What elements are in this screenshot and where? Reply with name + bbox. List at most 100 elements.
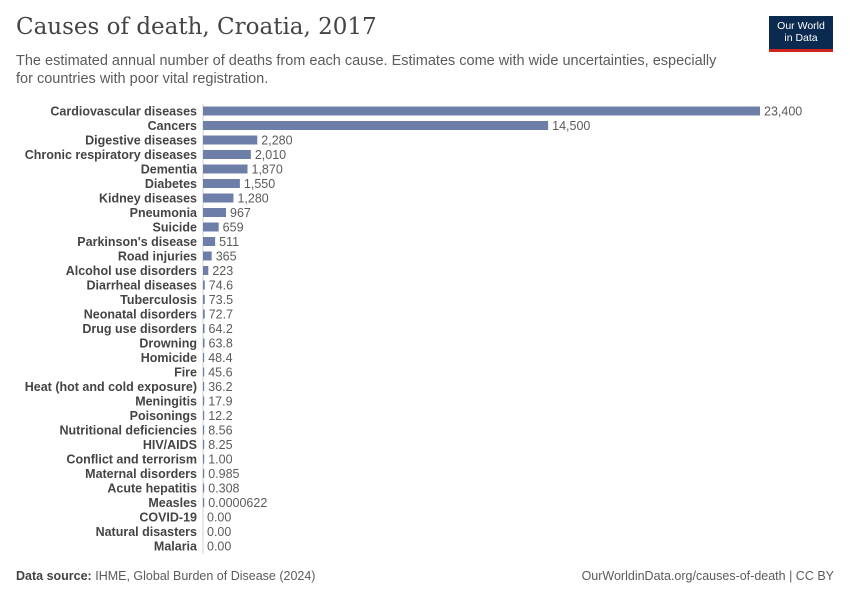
category-label: Digestive diseases bbox=[85, 134, 197, 148]
category-label: Road injuries bbox=[118, 250, 197, 264]
category-label: Cardiovascular diseases bbox=[50, 105, 197, 119]
bar[interactable] bbox=[203, 237, 216, 246]
category-label: Drug use disorders bbox=[82, 322, 197, 336]
bar[interactable] bbox=[203, 440, 205, 449]
bar[interactable] bbox=[203, 396, 205, 406]
value-label: 0.0000622 bbox=[208, 496, 267, 510]
bar[interactable] bbox=[203, 179, 240, 188]
chart-title: Causes of death, Croatia, 2017 bbox=[16, 14, 377, 40]
value-label: 511 bbox=[219, 235, 239, 249]
bar[interactable] bbox=[203, 309, 205, 319]
category-label: Dementia bbox=[141, 163, 198, 177]
value-label: 0.00 bbox=[207, 525, 231, 539]
value-label: 1.00 bbox=[208, 453, 232, 467]
bar-chart: Cardiovascular diseases 23,400 Cancers 14,5… bbox=[25, 104, 802, 554]
bar[interactable] bbox=[203, 251, 212, 261]
chart-subtitle: The estimated annual number of deaths fr… bbox=[16, 53, 717, 87]
bar[interactable] bbox=[203, 324, 205, 333]
category-label: Malaria bbox=[154, 540, 198, 554]
value-label: 365 bbox=[216, 250, 237, 264]
data-source-label: Data source: bbox=[16, 569, 92, 583]
category-label: Neonatal disorders bbox=[84, 308, 197, 322]
category-label: Maternal disorders bbox=[85, 467, 197, 481]
category-label: Chronic respiratory diseases bbox=[25, 148, 197, 162]
category-label: Nutritional deficiencies bbox=[59, 424, 197, 438]
bar[interactable] bbox=[203, 483, 205, 493]
bar[interactable] bbox=[203, 106, 760, 116]
bar[interactable] bbox=[203, 295, 205, 304]
owid-logo[interactable]: Our World in Data bbox=[769, 16, 833, 52]
value-label: 72.7 bbox=[209, 308, 233, 322]
category-label: Drowning bbox=[139, 337, 197, 351]
bar[interactable] bbox=[203, 193, 234, 203]
bar[interactable] bbox=[203, 498, 205, 507]
logo-line-1: Our World bbox=[777, 20, 825, 32]
value-label: 223 bbox=[212, 264, 233, 278]
category-label: Meningitis bbox=[135, 395, 197, 409]
bar[interactable] bbox=[203, 280, 205, 290]
bar[interactable] bbox=[203, 425, 205, 435]
category-label: Diabetes bbox=[145, 177, 197, 191]
value-label: 63.8 bbox=[209, 337, 233, 351]
value-label: 0.00 bbox=[207, 540, 231, 554]
category-label: Pneumonia bbox=[130, 206, 198, 220]
category-label: Homicide bbox=[141, 351, 197, 365]
category-label: HIV/AIDS bbox=[143, 438, 197, 452]
bar[interactable] bbox=[203, 222, 219, 232]
value-label: 45.6 bbox=[208, 366, 232, 380]
bar[interactable] bbox=[203, 353, 205, 362]
value-label: 8.25 bbox=[208, 438, 232, 452]
value-label: 1,280 bbox=[237, 192, 268, 206]
value-label: 0.985 bbox=[208, 467, 239, 481]
bar[interactable] bbox=[203, 454, 205, 464]
category-label: Poisonings bbox=[130, 409, 197, 423]
value-label: 0.308 bbox=[208, 482, 239, 496]
value-label: 17.9 bbox=[208, 395, 232, 409]
bar[interactable] bbox=[203, 121, 549, 130]
category-label: COVID-19 bbox=[139, 511, 197, 525]
bar[interactable] bbox=[203, 164, 248, 174]
category-label: Heat (hot and cold exposure) bbox=[25, 380, 197, 394]
data-source-text: IHME, Global Burden of Disease (2024) bbox=[95, 569, 316, 583]
value-label: 73.5 bbox=[209, 293, 233, 307]
category-label: Parkinson's disease bbox=[77, 235, 197, 249]
value-label: 2,280 bbox=[261, 134, 292, 148]
bar[interactable] bbox=[203, 338, 205, 348]
data-source: Data source: IHME, Global Burden of Dise… bbox=[16, 569, 315, 583]
value-label: 48.4 bbox=[208, 351, 232, 365]
value-label: 14,500 bbox=[552, 119, 590, 133]
value-label: 36.2 bbox=[208, 380, 232, 394]
value-label: 0.00 bbox=[207, 511, 231, 525]
category-label: Suicide bbox=[153, 221, 198, 235]
value-label: 1,550 bbox=[244, 177, 275, 191]
bar[interactable] bbox=[203, 382, 205, 391]
category-label: Natural disasters bbox=[96, 525, 197, 539]
bar[interactable] bbox=[203, 208, 227, 217]
category-label: Kidney diseases bbox=[99, 192, 197, 206]
category-label: Conflict and terrorism bbox=[66, 453, 197, 467]
value-label: 659 bbox=[223, 221, 244, 235]
bar[interactable] bbox=[203, 411, 205, 420]
category-label: Fire bbox=[174, 366, 197, 380]
value-label: 74.6 bbox=[209, 279, 233, 293]
bar[interactable] bbox=[203, 266, 209, 275]
value-label: 64.2 bbox=[209, 322, 233, 336]
category-label: Diarrheal diseases bbox=[87, 279, 198, 293]
category-label: Alcohol use disorders bbox=[66, 264, 197, 278]
category-label: Acute hepatitis bbox=[107, 482, 197, 496]
category-label: Tuberculosis bbox=[120, 293, 197, 307]
value-label: 12.2 bbox=[208, 409, 232, 423]
value-label: 8.56 bbox=[208, 424, 232, 438]
value-label: 1,870 bbox=[252, 163, 283, 177]
bar[interactable] bbox=[203, 150, 251, 159]
category-label: Cancers bbox=[148, 119, 197, 133]
value-label: 2,010 bbox=[255, 148, 286, 162]
source-url-link[interactable]: OurWorldinData.org/causes-of-death | CC … bbox=[581, 569, 834, 583]
bar[interactable] bbox=[203, 469, 205, 478]
value-label: 23,400 bbox=[764, 105, 802, 119]
bar[interactable] bbox=[203, 367, 205, 377]
value-label: 967 bbox=[230, 206, 251, 220]
logo-line-2: in Data bbox=[784, 32, 818, 44]
bar[interactable] bbox=[203, 135, 258, 145]
category-label: Measles bbox=[148, 496, 197, 510]
